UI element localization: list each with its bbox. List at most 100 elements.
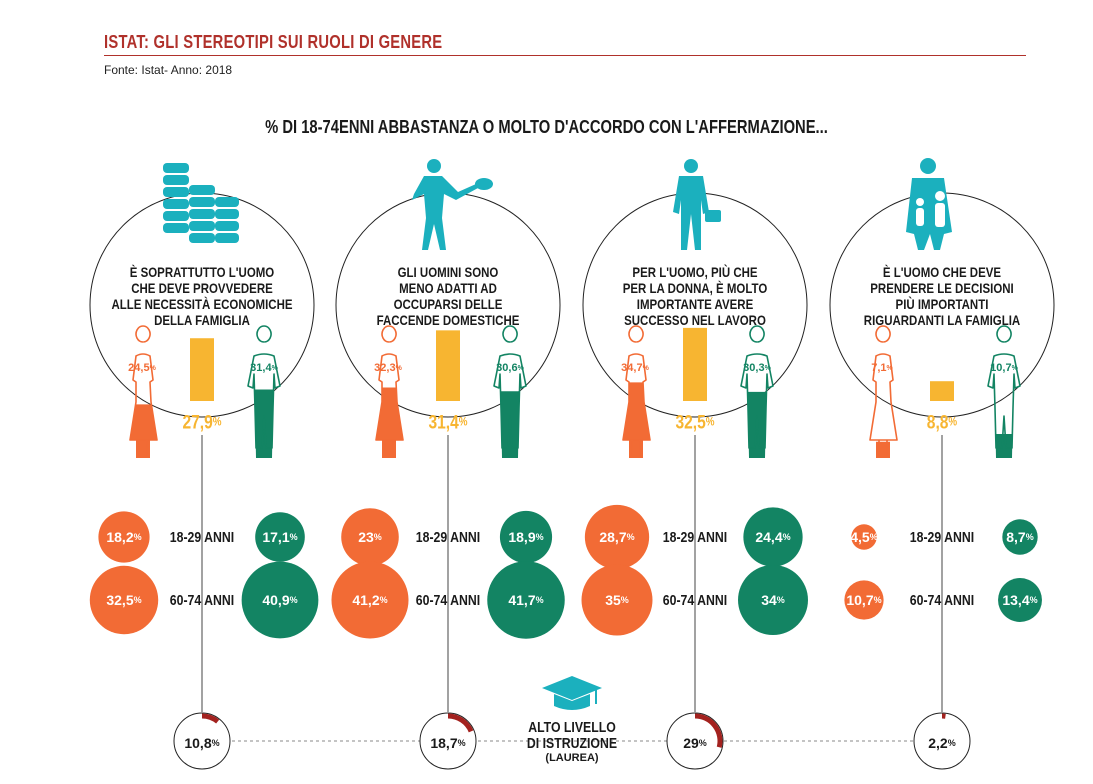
age-label: 60-74 ANNI xyxy=(416,592,480,608)
source-note: Fonte: Istat- Anno: 2018 xyxy=(104,63,233,77)
men-age-value: 41,7% xyxy=(508,592,543,608)
women-age-value: 41,2% xyxy=(352,592,387,608)
men-age-bubble xyxy=(255,512,305,562)
age-label: 18-29 ANNI xyxy=(663,529,727,545)
degree-marker: 29% xyxy=(666,712,724,770)
men-age-bubble xyxy=(743,507,803,567)
women-value: 7,1% xyxy=(871,362,893,374)
coin-stacks-icon xyxy=(163,163,239,243)
degree-marker: 2,2% xyxy=(913,712,971,770)
women-age-bubble xyxy=(341,508,399,566)
statement-text-line: PER LA DONNA, È MOLTO xyxy=(623,280,768,296)
chart-subtitle: % DI 18-74ENNI ABBASTANZA O MOLTO D'ACCO… xyxy=(265,117,828,137)
degree-marker: 18,7% xyxy=(419,712,477,770)
statement-text-line: ALLE NECESSITÀ ECONOMICHE xyxy=(111,296,292,312)
statement-text-line: FACCENDE DOMESTICHE xyxy=(377,312,520,328)
men-age-value: 18,9% xyxy=(508,529,543,545)
statement-text-line: SUCCESSO NEL LAVORO xyxy=(624,312,766,328)
woman-silhouette-icon xyxy=(869,325,898,456)
degree-value: 18,7% xyxy=(430,735,465,751)
businessman-with-briefcase-icon xyxy=(673,159,721,250)
women-age-bubble xyxy=(584,504,650,570)
statement-text-line: GLI UOMINI SONO xyxy=(398,264,499,280)
total-value: 32,5% xyxy=(675,411,714,433)
men-age-value: 40,9% xyxy=(262,592,297,608)
age-label: 60-74 ANNI xyxy=(170,592,234,608)
men-value: 30,3% xyxy=(743,362,771,374)
age-label: 18-29 ANNI xyxy=(910,529,974,545)
woman-silhouette-icon xyxy=(129,325,158,456)
women-age-bubble xyxy=(844,580,884,620)
men-age-bubble xyxy=(998,578,1042,622)
women-age-value: 23% xyxy=(358,529,382,545)
men-value: 31,4% xyxy=(250,362,278,374)
man-silhouette-icon xyxy=(740,325,774,449)
women-value: 34,7% xyxy=(621,362,649,374)
degree-value: 10,8% xyxy=(184,735,219,751)
degree-note: (LAUREA) xyxy=(545,752,598,764)
women-age-bubble xyxy=(98,511,150,563)
women-age-value: 10,7% xyxy=(846,592,881,608)
degree-arc xyxy=(447,713,474,733)
age-label: 18-29 ANNI xyxy=(170,529,234,545)
man-silhouette-icon xyxy=(493,325,527,449)
total-value: 27,9% xyxy=(182,411,221,433)
degree-arc xyxy=(201,713,220,724)
degree-circle xyxy=(666,712,724,770)
graduation-cap-icon xyxy=(542,676,602,710)
women-age-value: 32,5% xyxy=(106,592,141,608)
degree-circle xyxy=(419,712,477,770)
statement-text-line: IMPORTANTE AVERE xyxy=(637,296,754,312)
degree-value: 29% xyxy=(683,735,707,751)
degree-label: DI ISTRUZIONE xyxy=(527,735,617,751)
statement-text-line: OCCUPARSI DELLE xyxy=(394,296,503,312)
total-value: 31,4% xyxy=(428,411,467,433)
title-divider xyxy=(104,55,1026,56)
statement-text-line: È SOPRATTUTTO L'UOMO xyxy=(130,264,275,280)
men-age-value: 8,7% xyxy=(1006,529,1033,545)
woman-fill xyxy=(130,404,157,458)
woman-silhouette-icon xyxy=(375,325,404,456)
men-age-bubble xyxy=(241,561,319,639)
men-age-value: 13,4% xyxy=(1002,592,1037,608)
man-silhouette-icon xyxy=(987,325,1021,449)
total-value: 8,8% xyxy=(927,411,958,433)
degree-circle xyxy=(913,712,971,770)
women-age-bubble xyxy=(89,565,159,635)
men-age-bubble xyxy=(738,565,808,635)
degree-marker: 10,8% xyxy=(173,712,231,770)
total-bar xyxy=(436,330,460,401)
women-value: 32,3% xyxy=(374,362,402,374)
women-age-bubble xyxy=(331,561,409,639)
men-age-bubble xyxy=(499,510,553,564)
statement-text-line: RIGUARDANTI LA FAMIGLIA xyxy=(864,312,1020,328)
statement-text-line: DELLA FAMIGLIA xyxy=(154,312,250,328)
man-silhouette-icon xyxy=(247,325,281,449)
women-age-value: 28,7% xyxy=(599,529,634,545)
men-age-value: 34% xyxy=(761,592,785,608)
women-age-bubble xyxy=(581,564,653,636)
man-with-frying-pan-icon xyxy=(412,159,493,250)
men-age-bubble xyxy=(487,561,565,639)
age-label: 60-74 ANNI xyxy=(910,592,974,608)
statement-text-line: PRENDERE LE DECISIONI xyxy=(870,280,1013,296)
page-title: ISTAT: GLI STEREOTIPI SUI RUOLI DI GENER… xyxy=(104,32,443,52)
women-age-value: 35% xyxy=(605,592,629,608)
degree-circle xyxy=(173,712,231,770)
statement-text-line: CHE DEVE PROVVEDERE xyxy=(131,280,273,296)
women-age-bubble xyxy=(851,524,877,550)
men-age-value: 17,1% xyxy=(262,529,297,545)
women-age-value: 4,5% xyxy=(850,529,877,545)
men-value: 10,7% xyxy=(990,362,1018,374)
statement-text-line: PIÙ IMPORTANTI xyxy=(896,296,989,312)
age-label: 18-29 ANNI xyxy=(416,529,480,545)
total-bar xyxy=(930,381,954,401)
statement-text-line: PER L'UOMO, PIÙ CHE xyxy=(632,264,758,280)
men-age-value: 24,4% xyxy=(755,529,790,545)
degree-label: ALTO LIVELLO xyxy=(528,719,616,735)
total-bar xyxy=(190,338,214,401)
